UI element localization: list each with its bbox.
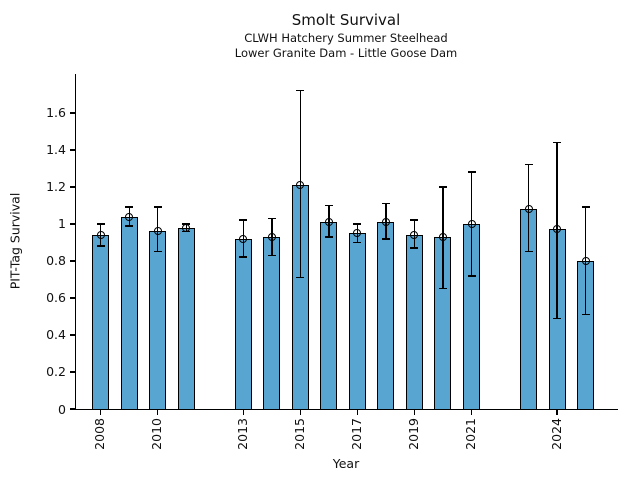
errorbar-2015-cap-bottom [296,276,305,279]
x-tick-label-2021: 2021 [463,418,479,450]
marker-2015 [296,181,305,190]
bar-2018 [377,222,395,409]
x-tick-label-2019: 2019 [405,418,421,450]
marker-2025 [581,256,590,265]
errorbar-2009-cap-top [125,206,134,209]
errorbar-2020-cap-bottom [438,287,447,290]
marker-2014 [267,232,276,241]
chart-title: Smolt Survival [291,11,401,29]
y-tick-1.4 [70,149,75,151]
errorbar-2014-cap-bottom [267,254,276,257]
errorbar-2010-cap-bottom [153,250,162,253]
marker-2021 [467,219,476,228]
marker-2008 [96,231,105,240]
plot-area [75,74,618,410]
y-tick-label-0.6: 0.6 [46,290,66,306]
y-tick-label-0: 0 [58,401,66,417]
marker-2010 [153,227,162,236]
errorbar-2014-cap-top [267,217,276,220]
errorbar-2025-cap-bottom [581,313,590,316]
x-tick-label-2008: 2008 [92,418,108,450]
errorbar-2019-cap-top [410,219,419,221]
y-axis-label: PIT-Tag Survival [7,192,23,290]
errorbar-2018-cap-top [381,202,390,205]
y-tick-label-1.2: 1.2 [46,179,66,195]
bar-2016 [320,222,338,409]
marker-2024 [553,225,562,234]
y-tick-label-1.6: 1.6 [46,105,66,121]
errorbar-2020-cap-top [438,186,447,188]
errorbar-2010-cap-top [153,206,162,209]
x-tick-2015 [299,410,302,415]
x-axis-label: Year [332,456,360,471]
y-tick-1.6 [70,112,75,114]
y-tick-1 [70,223,75,225]
marker-2023 [524,205,533,214]
errorbar-2013-cap-top [239,219,248,221]
marker-2013 [239,234,248,243]
x-tick-label-2013: 2013 [234,418,250,450]
marker-2020 [438,232,447,241]
errorbar-2008-cap-bottom [96,245,105,247]
y-tick-0 [70,408,75,410]
x-tick-2017 [356,410,359,415]
chart-subtitle-hatchery: CLWH Hatchery Summer Steelhead [244,31,448,45]
x-tick-2024 [556,410,558,415]
bar-2008 [92,235,110,409]
errorbar-2013-cap-bottom [239,256,248,259]
errorbar-2023-cap-top [524,163,533,166]
y-tick-0.4 [70,334,75,336]
errorbar-2008-cap-top [96,223,105,225]
marker-2011 [182,223,191,232]
x-tick-2021 [470,410,473,415]
errorbar-2021-cap-bottom [467,274,476,277]
errorbar-2017-cap-bottom [353,241,362,244]
marker-2009 [125,212,134,221]
y-tick-0.2 [70,371,75,373]
errorbar-2016-cap-bottom [324,236,333,238]
marker-2018 [381,218,390,227]
x-tick-2013 [242,410,244,415]
errorbar-2019-cap-bottom [410,247,419,249]
marker-2017 [353,229,362,238]
x-tick-2019 [413,410,416,415]
errorbar-2025-cap-top [581,206,590,209]
errorbar-2016-cap-top [324,204,333,207]
marker-2016 [324,218,333,227]
y-tick-0.6 [70,297,75,299]
x-tick-label-2024: 2024 [548,418,564,450]
y-tick-label-0.2: 0.2 [46,364,66,380]
x-tick-2008 [99,410,102,415]
errorbar-2009-cap-bottom [125,224,134,227]
bar-2013 [234,238,252,409]
errorbar-2018-cap-bottom [381,237,390,240]
x-tick-label-2010: 2010 [149,418,165,450]
errorbar-2015-cap-top [296,89,305,92]
bar-2009 [120,216,138,409]
y-tick-1.2 [70,186,75,188]
errorbar-2021-cap-top [467,171,476,173]
x-tick-2010 [157,410,159,415]
errorbar-2024-cap-top [553,141,562,144]
errorbar-2023-cap-bottom [524,250,533,253]
x-tick-label-2015: 2015 [291,418,307,450]
bar-2011 [177,227,195,409]
bar-2017 [348,233,366,409]
chart-subtitle-reach: Lower Granite Dam - Little Goose Dam [234,46,458,60]
errorbar-2024-cap-bottom [553,317,562,320]
bar-2014 [263,236,281,409]
y-tick-label-1.4: 1.4 [46,142,66,158]
y-tick-0.8 [70,260,75,262]
y-tick-label-0.4: 0.4 [46,327,66,343]
y-tick-label-1: 1 [58,216,66,232]
errorbar-2017-cap-top [353,223,362,225]
bar-2019 [405,235,423,409]
marker-2019 [410,231,419,240]
bar-2010 [149,231,167,409]
y-tick-label-0.8: 0.8 [46,253,66,269]
x-tick-label-2017: 2017 [348,418,364,450]
